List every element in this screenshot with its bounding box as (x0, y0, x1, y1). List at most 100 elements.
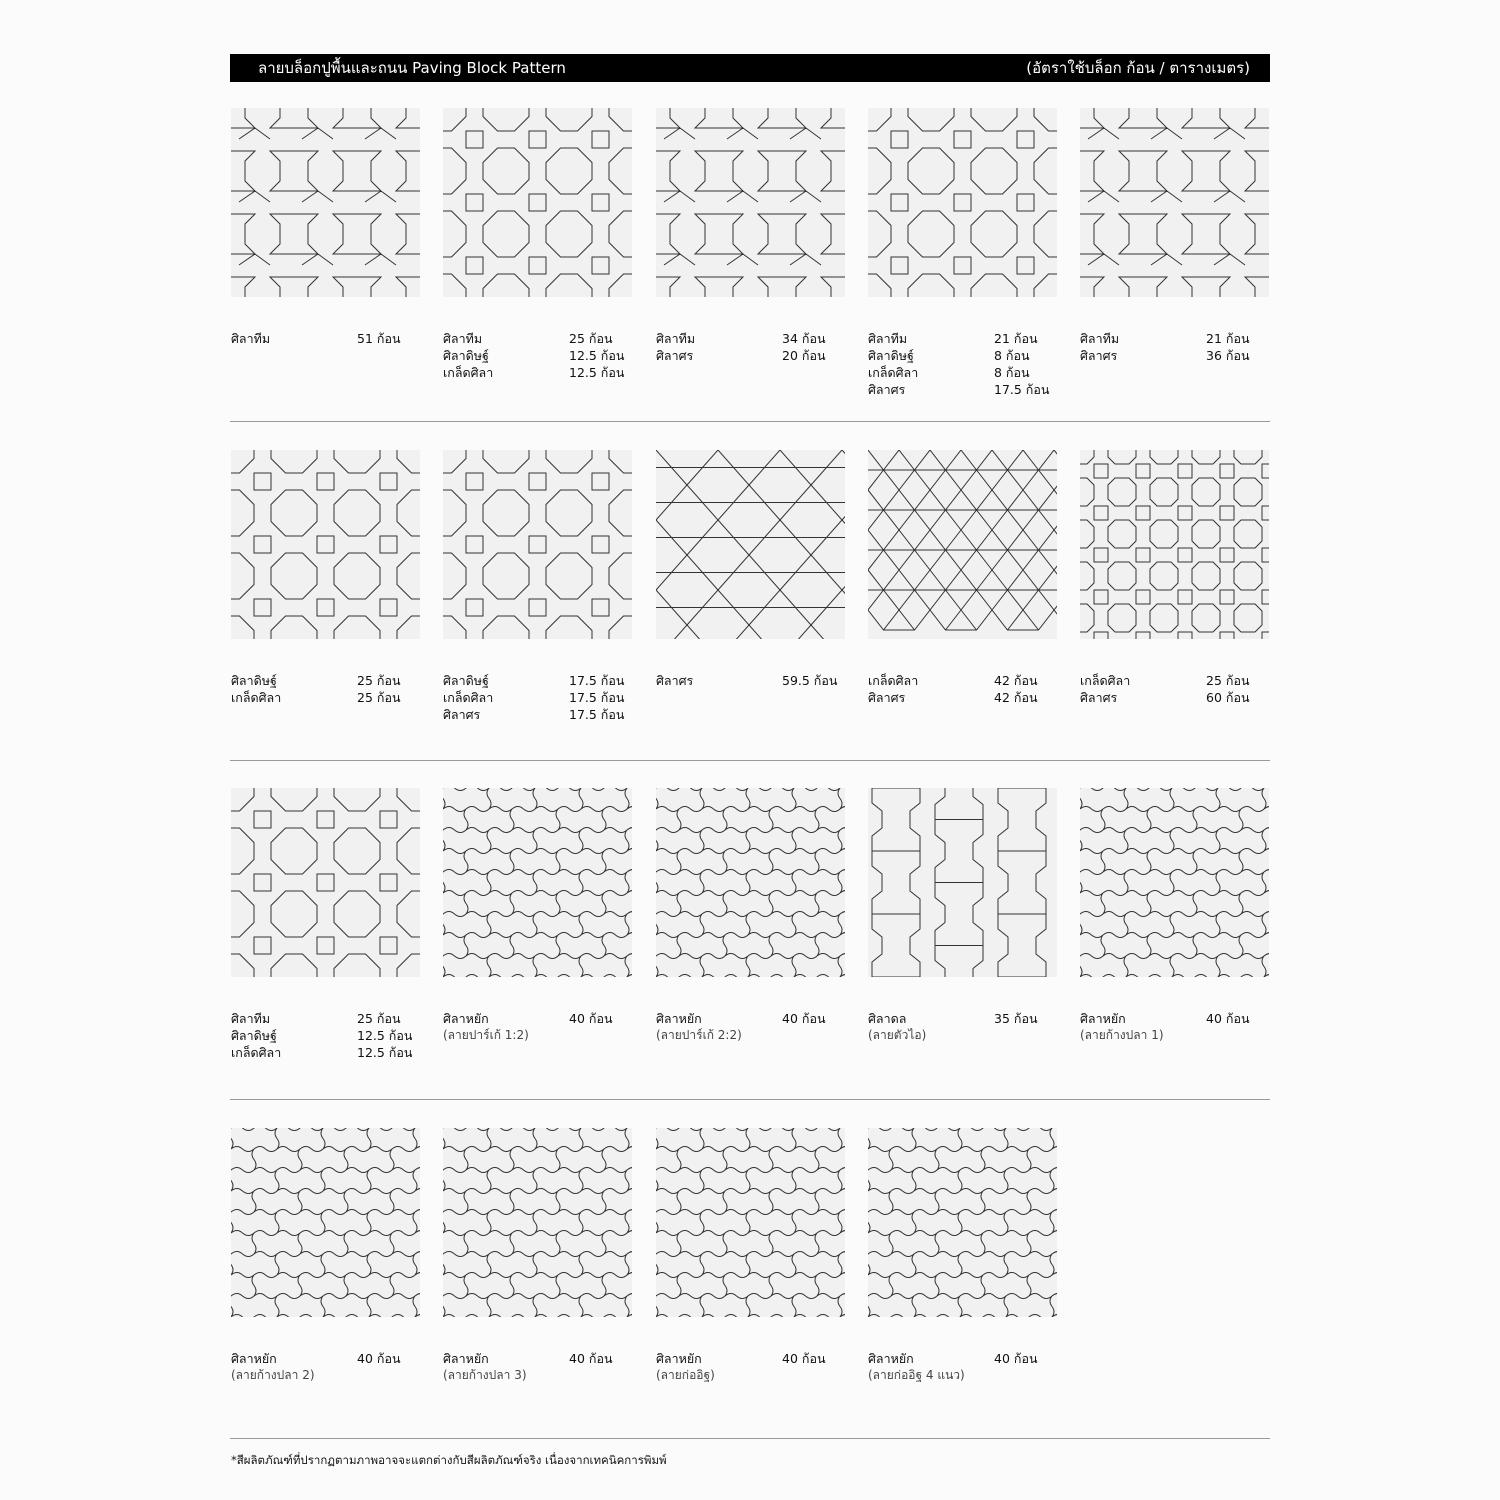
block-qty: 21 ก้อน (1206, 331, 1250, 346)
pattern-wave-image (443, 1128, 632, 1317)
pattern-dumbbell-image (868, 788, 1057, 977)
tile-label: ศิลาทีม 21 ก้อน ศิลาศร 36 ก้อน (1080, 330, 1269, 364)
pattern-tile: ศิลาทีม 21 ก้อน ศิลาดิษฐ์ 8 ก้อน เกล็ดศิลา 8 … (868, 108, 1057, 398)
block-usage-row: ศิลาดิษฐ์ 8 ก้อน (868, 347, 1057, 364)
block-qty: 12.5 ก้อน (357, 1028, 413, 1043)
pattern-tile: ศิลาทีม 51 ก้อน (231, 108, 420, 347)
block-qty: 21 ก้อน (994, 331, 1038, 346)
block-name: ศิลาศร (868, 690, 906, 705)
pattern-wave-image (656, 788, 845, 977)
block-qty: 17.5 ก้อน (569, 690, 625, 705)
block-usage-row: ศิลาศร 42 ก้อน (868, 689, 1057, 706)
block-name: ศิลาทีม (868, 331, 908, 346)
block-usage-row: ศิลาดิษฐ์ 25 ก้อน (231, 672, 420, 689)
pattern-lines (231, 788, 420, 977)
pattern-subtitle: (ลายก่ออิฐ 4 แนว) (868, 1368, 965, 1382)
pattern-octagon-small-image (1080, 450, 1269, 639)
block-usage-row: ศิลาทีม 21 ก้อน (868, 330, 1057, 347)
block-name: ศิลาศร (1080, 348, 1118, 363)
block-name: ศิลาทีม (231, 331, 271, 346)
pattern-lines (656, 108, 845, 297)
block-usage-row: ศิลาหยัก 40 ก้อน (868, 1350, 1057, 1367)
block-qty: 59.5 ก้อน (782, 673, 838, 688)
block-qty: 34 ก้อน (782, 331, 826, 346)
pattern-tile: ศิลาดิษฐ์ 25 ก้อน เกล็ดศิลา 25 ก้อน (231, 450, 420, 706)
block-name: ศิลาทีม (231, 1011, 271, 1026)
pattern-tile: ศิลาทีม 25 ก้อน ศิลาดิษฐ์ 12.5 ก้อน เกล็ดศิล… (443, 108, 632, 381)
tile-label: ศิลาหยัก 40 ก้อน (ลายก้างปลา 3) (443, 1350, 632, 1384)
block-usage-row: เกล็ดศิลา 8 ก้อน (868, 364, 1057, 381)
pattern-wave-image (868, 1128, 1057, 1317)
block-name: ศิลาศร (443, 707, 481, 722)
block-qty: 12.5 ก้อน (569, 348, 625, 363)
block-name: ศิลาศร (656, 348, 694, 363)
block-qty: 8 ก้อน (994, 365, 1030, 380)
block-name: ศิลาหยัก (656, 1351, 702, 1366)
tile-label: เกล็ดศิลา 42 ก้อน ศิลาศร 42 ก้อน (868, 672, 1057, 706)
block-qty: 17.5 ก้อน (569, 673, 625, 688)
pattern-octagon-image (443, 450, 632, 639)
block-qty: 25 ก้อน (569, 331, 613, 346)
footnote: *สีผลิตภัณฑ์ที่ปรากฏตามภาพอาจจะแตกต่างกั… (231, 1453, 667, 1467)
header-bar: ลายบล็อกปูพื้นและถนน Paving Block Patter… (230, 54, 1270, 82)
block-usage-row: เกล็ดศิลา 42 ก้อน (868, 672, 1057, 689)
pattern-lines (656, 1128, 845, 1317)
block-usage-row: ศิลาทีม 34 ก้อน (656, 330, 845, 347)
block-usage-row: ศิลาศร 60 ก้อน (1080, 689, 1269, 706)
tile-label: ศิลาทีม 51 ก้อน (231, 330, 420, 347)
block-qty: 42 ก้อน (994, 673, 1038, 688)
block-usage-row: ศิลาศร 20 ก้อน (656, 347, 845, 364)
tile-label: ศิลาทีม 25 ก้อน ศิลาดิษฐ์ 12.5 ก้อน เกล็ดศิล… (443, 330, 632, 381)
block-name: ศิลาศร (868, 382, 906, 397)
tile-label: ศิลาทีม 21 ก้อน ศิลาดิษฐ์ 8 ก้อน เกล็ดศิลา 8 … (868, 330, 1057, 398)
pattern-bone-image (1080, 108, 1269, 297)
block-usage-row: เกล็ดศิลา 12.5 ก้อน (231, 1044, 420, 1061)
pattern-tile: ศิลาหยัก 40 ก้อน (ลายก้างปลา 1) (1080, 788, 1269, 1044)
block-usage-row: เกล็ดศิลา 25 ก้อน (1080, 672, 1269, 689)
tile-label: ศิลาหยัก 40 ก้อน (ลายปาร์เก้ 1:2) (443, 1010, 632, 1044)
header-unit-note: (อัตราใช้บล็อก ก้อน / ตารางเมตร) (1026, 59, 1250, 77)
tile-label: ศิลาดิษฐ์ 25 ก้อน เกล็ดศิลา 25 ก้อน (231, 672, 420, 706)
block-usage-row: ศิลาดิษฐ์ 12.5 ก้อน (231, 1027, 420, 1044)
pattern-lines (868, 108, 1057, 297)
block-qty: 8 ก้อน (994, 348, 1030, 363)
block-name: ศิลาหยัก (868, 1351, 914, 1366)
block-qty: 40 ก้อน (569, 1351, 613, 1366)
block-usage-row: ศิลาหยัก 40 ก้อน (231, 1350, 420, 1367)
block-usage-row: ศิลาหยัก 40 ก้อน (443, 1010, 632, 1027)
block-name: เกล็ดศิลา (231, 1045, 282, 1060)
block-qty: 60 ก้อน (1206, 690, 1250, 705)
pattern-tile: ศิลาทีม 34 ก้อน ศิลาศร 20 ก้อน (656, 108, 845, 364)
pattern-wave-image (656, 1128, 845, 1317)
pattern-lines (231, 1128, 420, 1317)
block-usage-row: ศิลาศร 36 ก้อน (1080, 347, 1269, 364)
block-name: ศิลาทีม (443, 331, 483, 346)
block-name: เกล็ดศิลา (443, 690, 494, 705)
pattern-subtitle: (ลายปาร์เก้ 1:2) (443, 1028, 529, 1042)
block-qty: 40 ก้อน (782, 1351, 826, 1366)
tile-label: ศิลาหยัก 40 ก้อน (ลายก่ออิฐ 4 แนว) (868, 1350, 1057, 1384)
pattern-tile: ศิลาหยัก 40 ก้อน (ลายปาร์เก้ 1:2) (443, 788, 632, 1044)
pattern-subtitle: (ลายก่ออิฐ) (656, 1368, 715, 1382)
block-usage-row: ศิลาทีม 25 ก้อน (443, 330, 632, 347)
tile-label: ศิลาศร 59.5 ก้อน (656, 672, 845, 689)
block-usage-row: ศิลาทีม 21 ก้อน (1080, 330, 1269, 347)
pattern-wave-image (231, 1128, 420, 1317)
pattern-tile: ศิลาศร 59.5 ก้อน (656, 450, 845, 689)
pattern-lines (443, 1128, 632, 1317)
block-qty: 40 ก้อน (994, 1351, 1038, 1366)
block-usage-row: ศิลาดิษฐ์ 17.5 ก้อน (443, 672, 632, 689)
tile-label: เกล็ดศิลา 25 ก้อน ศิลาศร 60 ก้อน (1080, 672, 1269, 706)
pattern-tile: ศิลาหยัก 40 ก้อน (ลายปาร์เก้ 2:2) (656, 788, 845, 1044)
pattern-lines (868, 1128, 1057, 1317)
pattern-hexagon-image (656, 450, 845, 639)
block-usage-row: ศิลาหยัก 40 ก้อน (443, 1350, 632, 1367)
block-qty: 40 ก้อน (357, 1351, 401, 1366)
pattern-lines (871, 788, 1047, 977)
block-name: เกล็ดศิลา (231, 690, 282, 705)
block-name: เกล็ดศิลา (1080, 673, 1131, 688)
block-qty: 51 ก้อน (357, 331, 401, 346)
tile-label: ศิลาดล 35 ก้อน (ลายตัวไอ) (868, 1010, 1057, 1044)
pattern-lines (1080, 108, 1269, 297)
block-name: ศิลาทีม (1080, 331, 1120, 346)
